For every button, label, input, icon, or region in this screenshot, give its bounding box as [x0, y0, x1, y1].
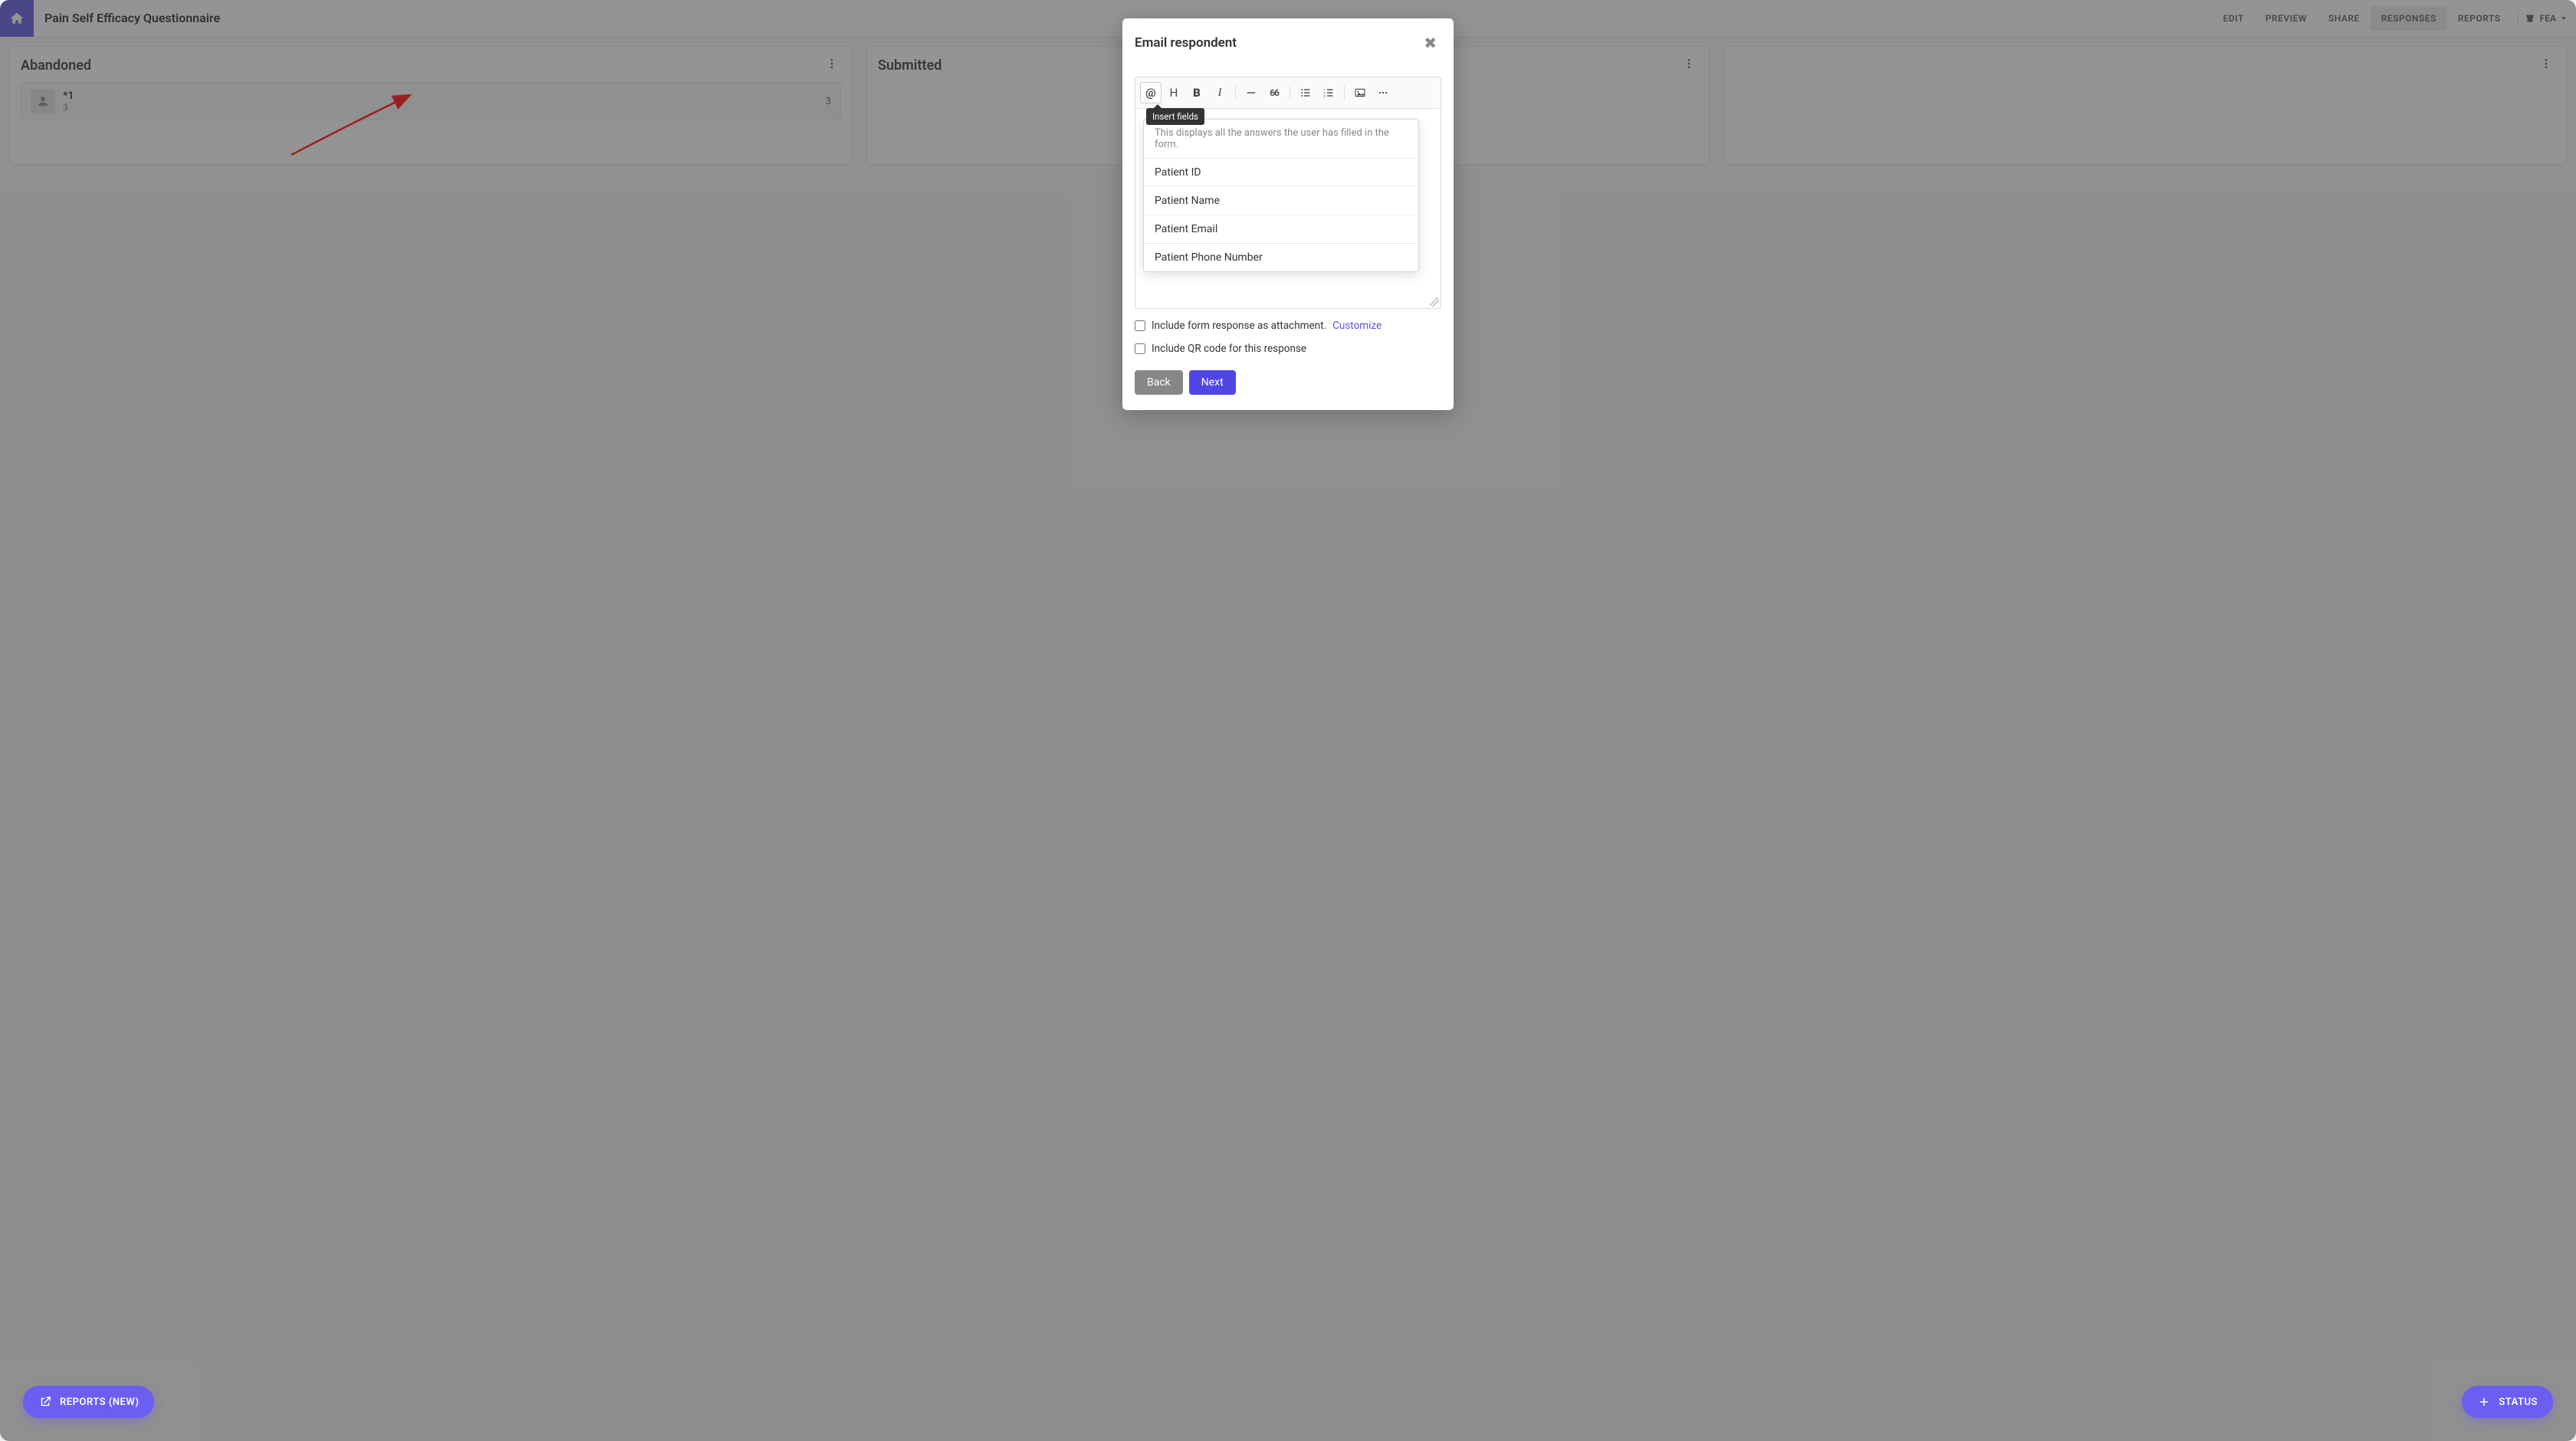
rich-text-editor: @ H B I 66 123 [1135, 77, 1441, 309]
field-option-patient-id[interactable]: Patient ID [1144, 159, 1418, 187]
insert-fields-button[interactable]: @ [1140, 82, 1162, 103]
modal-close-button[interactable]: ✖ [1419, 32, 1441, 54]
bullet-list-button[interactable] [1295, 82, 1316, 103]
insert-fields-tooltip: Insert fields [1146, 108, 1204, 125]
include-qr-label: Include QR code for this response [1152, 343, 1306, 355]
heading-icon: H [1170, 86, 1178, 100]
hr-icon [1245, 87, 1257, 99]
open-external-icon [38, 1395, 52, 1409]
quote-icon: 66 [1270, 87, 1279, 98]
reports-pill-button[interactable]: REPORTS (NEW) [23, 1386, 154, 1418]
image-icon [1354, 87, 1366, 99]
customize-link[interactable]: Customize [1332, 320, 1382, 332]
include-qr-row[interactable]: Include QR code for this response [1135, 343, 1441, 355]
bold-icon: B [1193, 86, 1201, 100]
back-button[interactable]: Back [1135, 370, 1183, 395]
include-attachment-row[interactable]: Include form response as attachment. Cus… [1135, 320, 1441, 332]
svg-text:3: 3 [1323, 94, 1325, 97]
blockquote-button[interactable]: 66 [1263, 82, 1285, 103]
field-option-patient-email[interactable]: Patient Email [1144, 215, 1418, 244]
horizontal-rule-button[interactable] [1240, 82, 1262, 103]
bold-button[interactable]: B [1186, 82, 1208, 103]
include-attachment-label: Include form response as attachment. [1152, 320, 1326, 332]
modal-overlay: Email respondent ✖ @ H B I 66 [0, 0, 2576, 1441]
reports-pill-label: REPORTS (NEW) [60, 1397, 139, 1408]
include-attachment-checkbox[interactable] [1135, 320, 1145, 331]
field-option-patient-name[interactable]: Patient Name [1144, 187, 1418, 215]
email-respondent-modal: Email respondent ✖ @ H B I 66 [1122, 18, 1454, 410]
bullet-list-icon [1300, 87, 1312, 99]
ordered-list-icon: 123 [1322, 87, 1335, 99]
ellipsis-icon [1377, 87, 1389, 99]
status-pill-label: STATUS [2499, 1397, 2538, 1408]
at-icon: @ [1145, 86, 1155, 100]
toolbar-divider [1344, 86, 1345, 100]
heading-button[interactable]: H [1163, 82, 1184, 103]
insert-image-button[interactable] [1349, 82, 1371, 103]
next-button[interactable]: Next [1189, 370, 1236, 395]
insert-fields-dropdown: This displays all the answers the user h… [1143, 119, 1419, 272]
toolbar-divider [1235, 86, 1236, 100]
status-pill-button[interactable]: STATUS [2462, 1386, 2553, 1418]
ordered-list-button[interactable]: 123 [1318, 82, 1339, 103]
more-tools-button[interactable] [1372, 82, 1394, 103]
include-qr-checkbox[interactable] [1135, 343, 1145, 354]
field-option-patient-phone[interactable]: Patient Phone Number [1144, 244, 1418, 271]
fields-dropdown-header: This displays all the answers the user h… [1144, 120, 1418, 159]
modal-title: Email respondent [1135, 35, 1237, 51]
editor-toolbar: @ H B I 66 123 [1135, 77, 1441, 109]
resize-handle[interactable] [1430, 297, 1439, 307]
italic-icon: I [1218, 87, 1222, 100]
plus-icon [2477, 1395, 2491, 1409]
italic-button[interactable]: I [1209, 82, 1230, 103]
